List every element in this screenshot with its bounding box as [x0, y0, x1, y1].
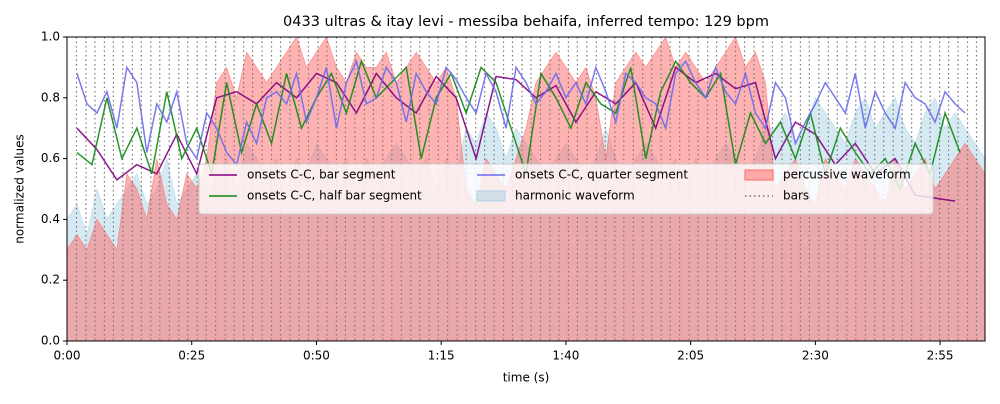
y-tick-label: 0.4: [41, 212, 60, 226]
x-tick-label: 2:30: [802, 349, 829, 363]
y-tick-label: 1.0: [41, 30, 60, 44]
x-tick-label: 1:15: [428, 349, 455, 363]
y-axis-label: normalized values: [13, 134, 27, 244]
y-tick-label: 0.0: [41, 334, 60, 348]
x-tick-label: 2:05: [677, 349, 704, 363]
legend-label: harmonic waveform: [515, 189, 635, 203]
line: [76, 59, 966, 167]
y-tick-label: 0.8: [41, 90, 60, 104]
x-tick-label: 1:40: [552, 349, 579, 363]
line: [76, 66, 956, 202]
legend-label: onsets C-C, half bar segment: [247, 189, 422, 203]
legend-label: percussive waveform: [783, 168, 911, 182]
x-tick-label: 0:50: [303, 349, 330, 363]
line: [76, 59, 961, 191]
y-tick-label: 0.6: [41, 151, 60, 165]
legend-handle: [476, 190, 506, 202]
legend-handle: [744, 169, 774, 181]
x-tick-label: 2:55: [927, 349, 954, 363]
x-axis-label: time (s): [503, 371, 550, 385]
x-tick-label: 0:25: [178, 349, 205, 363]
x-tick-label: 0:00: [54, 349, 81, 363]
legend: onsets C-C, bar segment onsets C-C, half …: [198, 163, 934, 215]
plot-frame: [66, 36, 986, 342]
legend-label: onsets C-C, quarter segment: [515, 168, 688, 182]
chart-title: 0433 ultras & itay levi - messiba behaif…: [283, 14, 769, 30]
y-tick-label: 0.2: [41, 273, 60, 287]
legend-label: onsets C-C, bar segment: [247, 168, 396, 182]
legend-label: bars: [783, 189, 809, 203]
